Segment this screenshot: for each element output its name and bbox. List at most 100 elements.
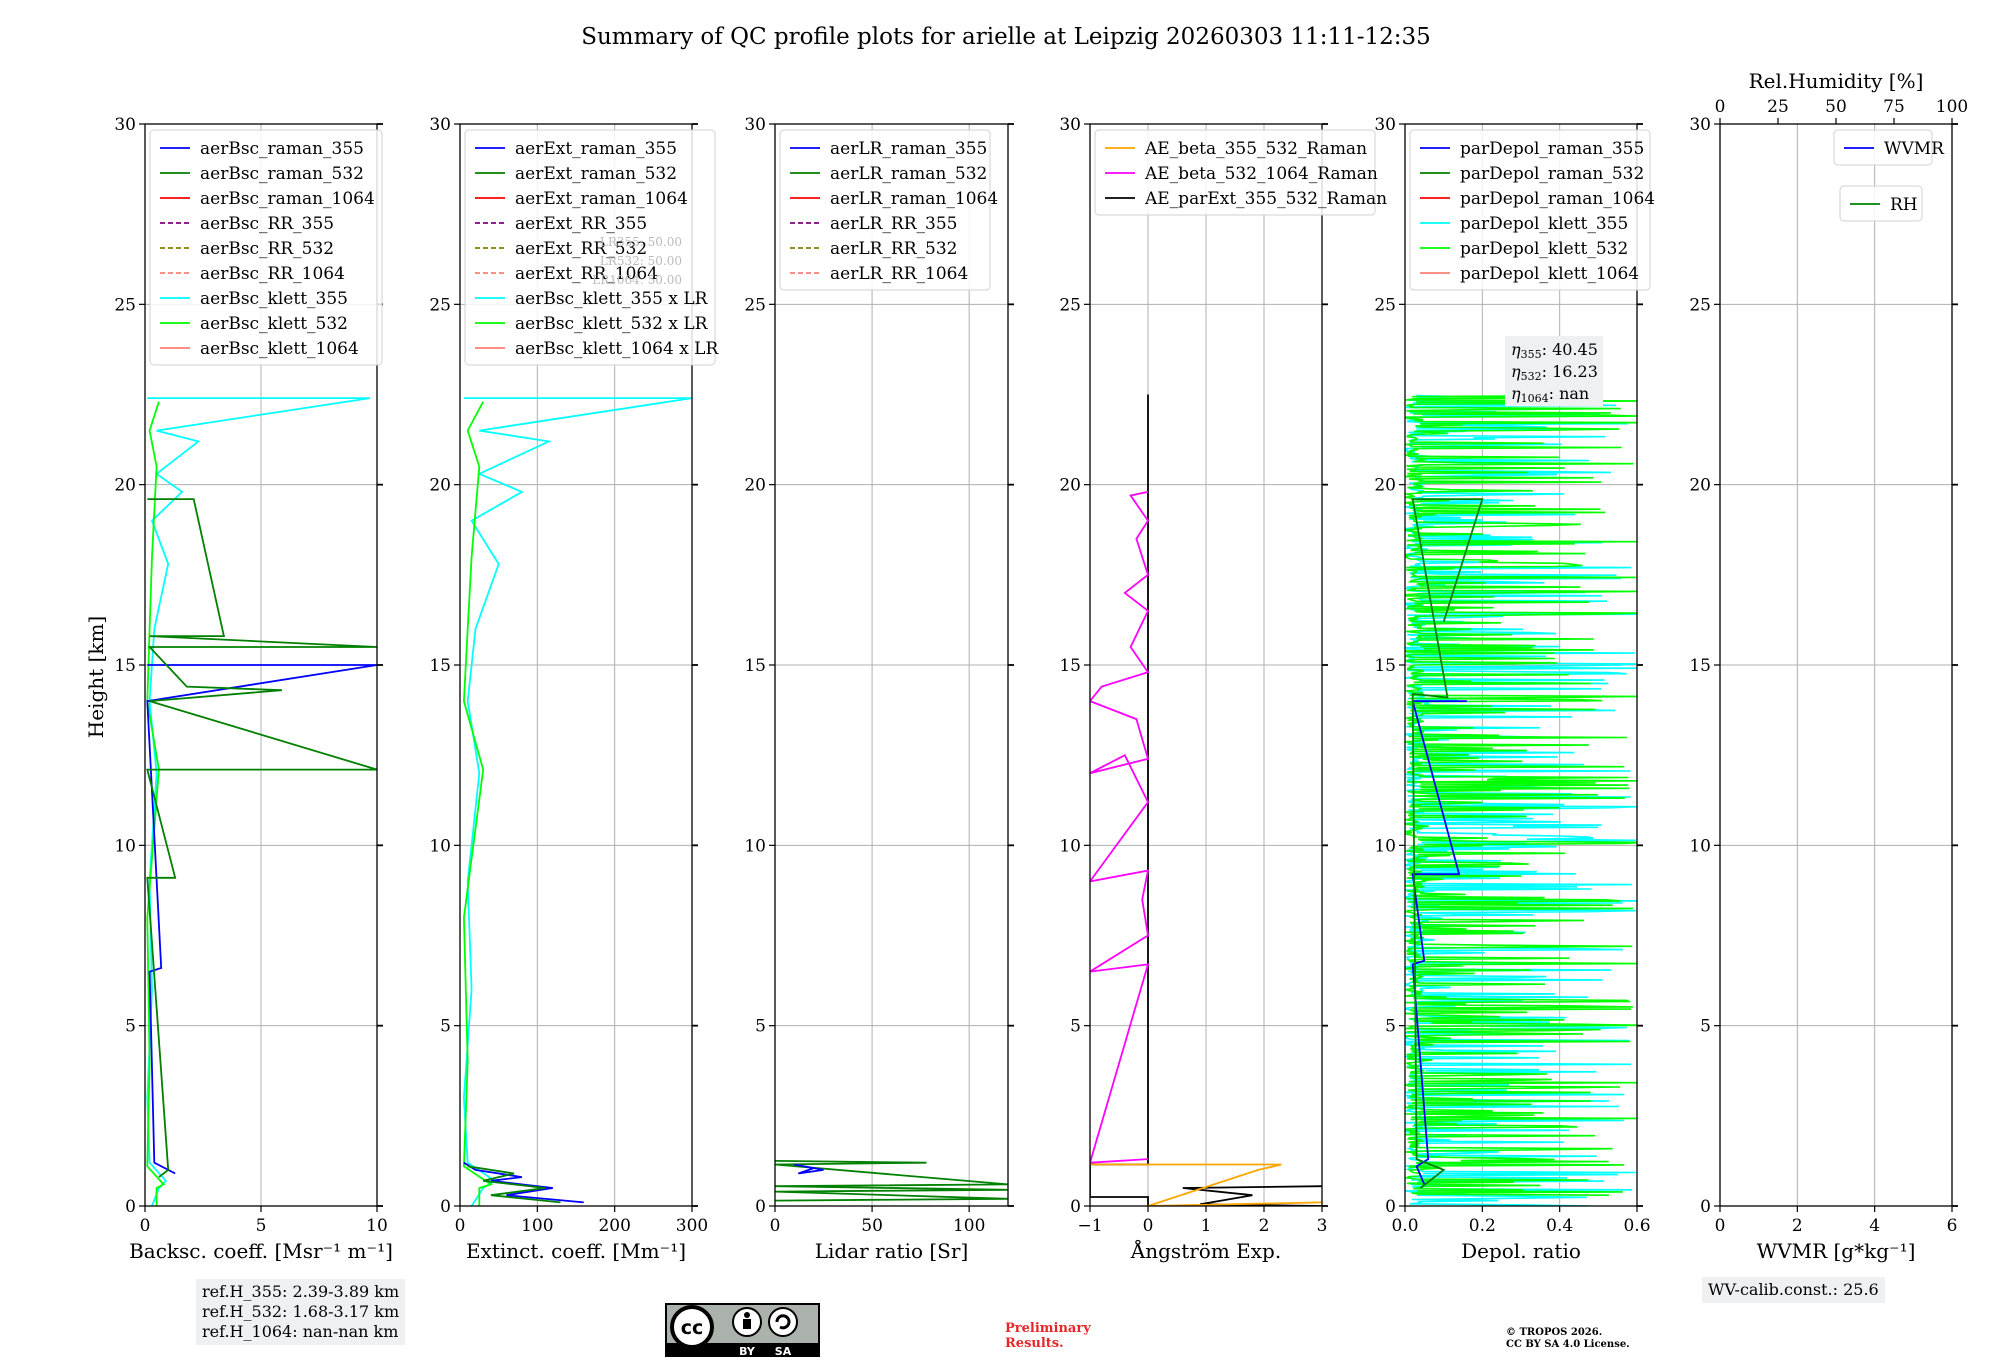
- wv-calibration-constant: WV-calib.const.: 25.6: [1708, 1280, 1879, 1299]
- x-tick-label: 10: [366, 1216, 388, 1236]
- legend-entry: aerBsc_klett_1064: [200, 339, 359, 359]
- series-pardepol-klett-355: [1405, 394, 1637, 1206]
- legend-entry: aerExt_RR_1064: [515, 264, 658, 284]
- copyright-line-2: CC BY SA 4.0 License.: [1506, 1339, 1630, 1350]
- eta-annotation-line: η355: 40.45: [1511, 340, 1598, 361]
- panel-bsc: 0 5 10 15 20 25 30 0 5 10 Backsc. coeff. [Msr⁻¹ m⁻…: [114, 115, 393, 1263]
- x-tick-label: 0: [1715, 1216, 1726, 1236]
- x-tick-label: 50: [861, 1216, 883, 1236]
- lidar-ratio-note: LR532: 50.00: [600, 254, 682, 268]
- y-tick-label: 20: [744, 476, 766, 496]
- series-ae-beta-355-532-raman: [1090, 1163, 1322, 1206]
- legend-entry: aerBsc_raman_532: [200, 164, 364, 184]
- lidar-ratio-note: LR355: 50.00: [600, 235, 682, 249]
- legend-entry: aerExt_raman_355: [515, 139, 677, 159]
- cc-text: cc: [681, 1317, 704, 1339]
- panel-lr: 0 5 10 15 20 25 30 0 50 100 Lidar ratio [Sr] aerLR_…: [744, 115, 1014, 1263]
- legend-entry: aerLR_RR_355: [830, 214, 957, 234]
- y-tick-label: 30: [429, 115, 451, 135]
- x-tick-label: 2: [1259, 1216, 1270, 1236]
- y-tick-label: 20: [1059, 476, 1081, 496]
- x-tick-label: 1: [1201, 1216, 1212, 1236]
- series-group: [1405, 394, 1637, 1206]
- cc-license-badge: cc BY SA: [665, 1303, 820, 1357]
- y-tick-label: 30: [744, 115, 766, 135]
- legend-entry: aerBsc_RR_532: [200, 239, 334, 259]
- legend-frame: [1839, 185, 1923, 222]
- x-tick-label: 0: [1143, 1216, 1154, 1236]
- y-tick-label: 0: [755, 1197, 766, 1217]
- y-tick-label: 20: [1374, 476, 1396, 496]
- legend-entry: aerLR_RR_1064: [830, 264, 968, 284]
- legend-entry: WVMR: [1884, 139, 1945, 159]
- y-tick-label: 5: [125, 1017, 136, 1037]
- series-aerbsc-klett-355-x-lr: [462, 397, 692, 1206]
- x-tick-label: 0: [770, 1216, 781, 1236]
- ref-height-1064: ref.H_1064: nan-nan km: [202, 1322, 399, 1341]
- y-tick-label: 20: [1689, 476, 1711, 496]
- x-tick-label: 6: [1947, 1216, 1958, 1236]
- reference-heights-box: ref.H_355: 2.39-3.89 km ref.H_532: 1.68-…: [196, 1279, 406, 1345]
- y-tick-label: 15: [1689, 656, 1711, 676]
- series-group: [146, 397, 377, 1206]
- y-tick-label: 0: [1700, 1197, 1711, 1217]
- legend-entry: aerBsc_klett_355: [200, 289, 348, 309]
- legend-entry: aerExt_raman_532: [515, 164, 677, 184]
- y-tick-label: 0: [1385, 1197, 1396, 1217]
- top-x-tick-label: 100: [1936, 97, 1968, 117]
- legend-entry: RH: [1890, 195, 1918, 215]
- x-tick-label: 5: [256, 1216, 267, 1236]
- y-axis-label: Height [km]: [84, 616, 108, 738]
- top-x-tick-label: 50: [1825, 97, 1847, 117]
- x-tick-label: 4: [1869, 1216, 1880, 1236]
- preliminary-note: Preliminary Results.: [1005, 1321, 1091, 1351]
- series-ae-beta-532-1064-raman: [1090, 491, 1150, 1164]
- top-x-tick-label: 75: [1883, 97, 1905, 117]
- legend-entry: aerBsc_RR_1064: [200, 264, 345, 284]
- copyright-line-1: © TROPOS 2026.: [1506, 1327, 1603, 1338]
- legend-entry: parDepol_raman_532: [1460, 164, 1644, 184]
- legend-entry: aerLR_raman_355: [830, 139, 987, 159]
- y-tick-label: 5: [1070, 1017, 1081, 1037]
- x-tick-label: 0: [140, 1216, 151, 1236]
- eta-annotation-line: η1064: nan: [1511, 384, 1589, 405]
- y-tick-label: 15: [744, 656, 766, 676]
- legend-frame: [149, 129, 383, 366]
- x-axis-label: Extinct. coeff. [Mm⁻¹]: [466, 1239, 686, 1263]
- y-tick-label: 5: [440, 1017, 451, 1037]
- y-tick-label: 20: [429, 476, 451, 496]
- legend-entry: parDepol_klett_355: [1460, 214, 1628, 234]
- x-tick-label: 100: [521, 1216, 553, 1236]
- y-tick-label: 25: [1689, 295, 1711, 315]
- y-tick-label: 10: [1689, 836, 1711, 856]
- y-tick-label: 20: [114, 476, 136, 496]
- y-tick-label: 25: [429, 295, 451, 315]
- x-tick-label: 2: [1792, 1216, 1803, 1236]
- legend-entry: aerBsc_raman_355: [200, 139, 364, 159]
- y-tick-label: 15: [1059, 656, 1081, 676]
- eta-annotation-line: η532: 16.23: [1511, 362, 1598, 383]
- legend-secondary: RH: [1839, 185, 1923, 222]
- y-tick-label: 0: [125, 1197, 136, 1217]
- legend-frame: [464, 129, 716, 366]
- x-tick-label: 0.2: [1469, 1216, 1496, 1236]
- y-tick-label: 0: [440, 1197, 451, 1217]
- panel-depol: 0 5 10 15 20 25 30 0.0 0.2 0.4 0.6 Depol. ratio parD…: [1374, 115, 1655, 1263]
- legend-entry: aerBsc_raman_1064: [200, 189, 375, 209]
- series-aerbsc-klett-532-x-lr: [462, 401, 493, 1206]
- y-tick-label: 10: [1374, 836, 1396, 856]
- legend-entry: aerBsc_klett_1064 x LR: [515, 339, 719, 359]
- legend-entry: aerBsc_klett_532: [200, 314, 348, 334]
- legend-entry: aerExt_raman_1064: [515, 189, 688, 209]
- cc-license-icon: cc BY SA: [665, 1303, 820, 1357]
- cc-by-text: BY: [739, 1345, 756, 1357]
- series-group: [1090, 394, 1322, 1206]
- x-axis-label: Ångström Exp.: [1130, 1238, 1281, 1263]
- y-tick-label: 10: [114, 836, 136, 856]
- legend-frame: [1833, 129, 1933, 166]
- x-tick-label: 100: [953, 1216, 985, 1236]
- y-tick-label: 5: [1700, 1017, 1711, 1037]
- x-axis-label: WVMR [g*kg⁻¹]: [1757, 1239, 1916, 1263]
- y-tick-label: 30: [1059, 115, 1081, 135]
- x-tick-label: 200: [598, 1216, 630, 1236]
